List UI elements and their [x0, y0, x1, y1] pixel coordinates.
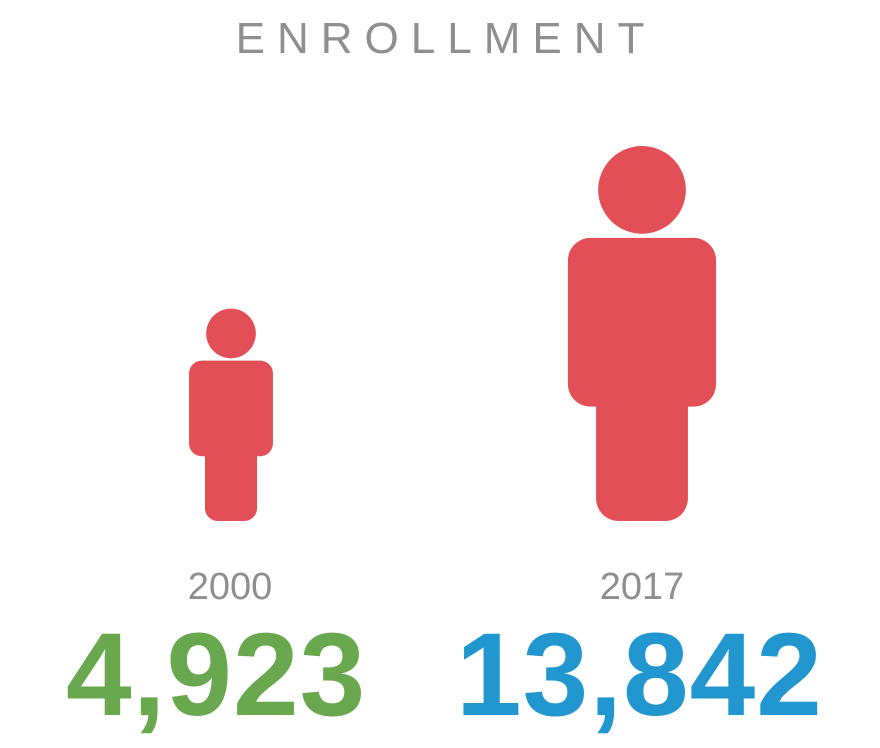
person-icon-2017	[567, 146, 717, 521]
year-label-2017: 2017	[599, 566, 685, 608]
person-legs-icon	[596, 356, 688, 521]
year-label-2000: 2000	[187, 566, 273, 608]
person-legs-icon	[204, 427, 258, 521]
person-head-icon	[598, 146, 686, 234]
value-label-2000: 4,923	[66, 609, 367, 741]
value-label-2017: 13,842	[456, 609, 823, 741]
chart-title: ENROLLMENT	[235, 14, 657, 63]
person-head-icon	[206, 308, 256, 359]
person-icon-2000	[189, 308, 273, 521]
